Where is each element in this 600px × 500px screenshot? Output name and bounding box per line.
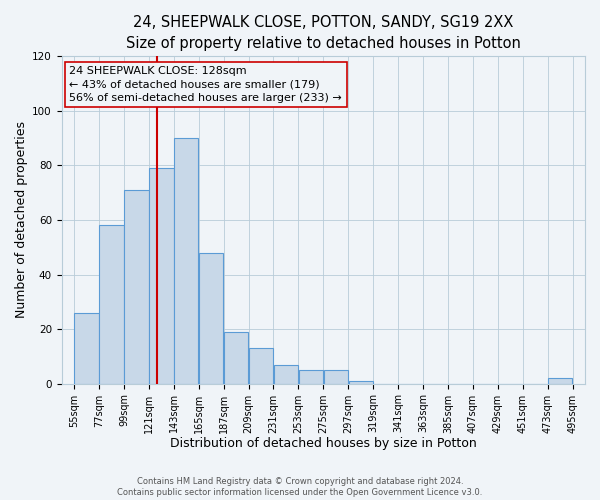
Title: 24, SHEEPWALK CLOSE, POTTON, SANDY, SG19 2XX
Size of property relative to detach: 24, SHEEPWALK CLOSE, POTTON, SANDY, SG19… <box>126 15 521 51</box>
Text: Contains public sector information licensed under the Open Government Licence v3: Contains public sector information licen… <box>118 488 482 497</box>
Bar <box>323 370 348 384</box>
Bar <box>124 190 149 384</box>
Bar <box>299 370 323 384</box>
Bar <box>74 312 99 384</box>
Bar <box>249 348 273 384</box>
X-axis label: Distribution of detached houses by size in Potton: Distribution of detached houses by size … <box>170 437 476 450</box>
Bar <box>100 226 124 384</box>
Y-axis label: Number of detached properties: Number of detached properties <box>15 122 28 318</box>
Bar <box>349 381 373 384</box>
Bar <box>149 168 173 384</box>
Bar <box>274 364 298 384</box>
Bar <box>548 378 572 384</box>
Bar <box>174 138 199 384</box>
Bar <box>224 332 248 384</box>
Text: Contains HM Land Registry data © Crown copyright and database right 2024.: Contains HM Land Registry data © Crown c… <box>137 476 463 486</box>
Text: 24 SHEEPWALK CLOSE: 128sqm
← 43% of detached houses are smaller (179)
56% of sem: 24 SHEEPWALK CLOSE: 128sqm ← 43% of deta… <box>70 66 342 102</box>
Bar <box>199 252 223 384</box>
